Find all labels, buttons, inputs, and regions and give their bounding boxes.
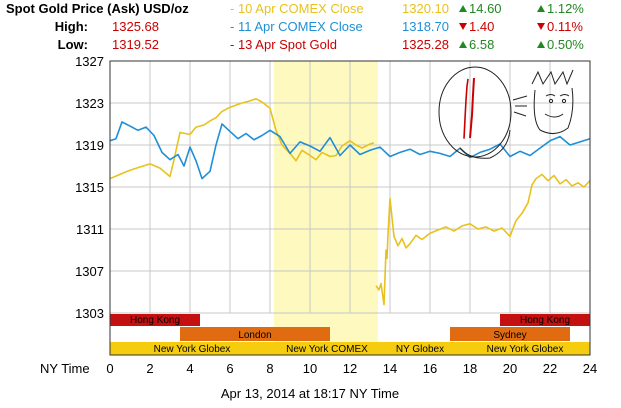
session-label: London	[238, 330, 271, 341]
y-tick-label: 1311	[76, 222, 104, 237]
y-tick-label: 1327	[75, 54, 104, 69]
session-label: New York Globex	[487, 344, 564, 355]
session-label: Hong Kong	[520, 315, 570, 326]
x-tick-label: 24	[583, 361, 597, 376]
y-tick-label: 1315	[75, 180, 104, 195]
legend-percent: 0.50%	[547, 37, 584, 52]
up-arrow-icon	[537, 5, 545, 12]
plot-border	[109, 60, 591, 356]
session-bar	[500, 314, 590, 326]
up-arrow-icon	[459, 5, 467, 12]
series-line	[109, 98, 375, 180]
session-bar	[110, 314, 200, 326]
chart-title: Spot Gold Price (Ask) USD/oz	[6, 1, 189, 16]
legend-change: 1.40	[469, 19, 494, 34]
session-label: NY Globex	[396, 344, 444, 355]
series-line	[375, 173, 591, 306]
legend-percent: 1.12%	[547, 1, 584, 16]
legend-label: - 10 Apr COMEX Close	[230, 1, 364, 16]
x-tick-label: 22	[543, 361, 557, 376]
session-label: Sydney	[493, 330, 526, 341]
down-arrow-icon	[537, 23, 545, 30]
y-tick-label: 1307	[75, 264, 104, 279]
comex-hours-highlight	[274, 61, 378, 355]
doodle-red-stroke	[469, 77, 475, 139]
x-axis-title: NY Time	[40, 361, 90, 376]
down-arrow-icon	[459, 23, 467, 30]
up-arrow-icon	[459, 41, 467, 48]
session-bar	[274, 342, 380, 355]
timestamp: Apr 13, 2014 at 18:17 NY Time	[221, 386, 399, 401]
x-tick-label: 16	[423, 361, 437, 376]
session-label: New York Globex	[154, 344, 231, 355]
session-bar	[460, 342, 590, 355]
legend: - 10 Apr COMEX Close 1320.10 14.60 1.12% - 1…	[230, 1, 584, 52]
y-tick-label: 1319	[75, 138, 104, 153]
session-bar	[450, 327, 570, 341]
x-tick-label: 18	[463, 361, 477, 376]
legend-percent: 0.11%	[547, 19, 583, 34]
x-tick-label: 8	[266, 361, 273, 376]
session-label: Hong Kong	[130, 315, 180, 326]
x-tick-label: 0	[106, 361, 113, 376]
legend-change: 14.60	[469, 1, 502, 16]
session-label: New York COMEX	[286, 344, 368, 355]
up-arrow-icon	[537, 41, 545, 48]
y-tick-label: 1323	[75, 96, 104, 111]
x-tick-label: 4	[186, 361, 193, 376]
x-tick-label: 20	[503, 361, 517, 376]
legend-change: 6.58	[469, 37, 494, 52]
x-tick-label: 14	[383, 361, 397, 376]
session-bar	[380, 342, 460, 355]
low-value: 1319.52	[112, 37, 159, 52]
x-tick-label: 2	[146, 361, 153, 376]
market-sessions: Hong Kong Hong Kong London Sydney New York G…	[110, 314, 590, 355]
x-tick-label: 12	[343, 361, 357, 376]
series-line	[463, 78, 469, 139]
legend-price: 1320.10	[402, 1, 449, 16]
x-tick-label: 6	[226, 361, 233, 376]
y-tick-label: 1303	[75, 306, 104, 321]
high-label: High:	[55, 19, 88, 34]
y-axis: 1303 1307 1311 1315 1319 1323 1327	[75, 54, 104, 321]
x-tick-label: 10	[303, 361, 317, 376]
low-label: Low:	[58, 37, 88, 52]
session-bar	[110, 342, 274, 355]
legend-label: - 11 Apr COMEX Close	[230, 19, 363, 34]
doodle-drawing	[438, 66, 574, 159]
legend-label: - 13 Apr Spot Gold	[230, 37, 337, 52]
legend-price: 1325.28	[402, 37, 449, 52]
high-value: 1325.68	[112, 19, 159, 34]
x-axis: 0 2 4 6 8 10 12 14 16 18 20 22 24	[106, 361, 597, 376]
session-bar	[180, 327, 330, 341]
legend-price: 1318.70	[402, 19, 449, 34]
